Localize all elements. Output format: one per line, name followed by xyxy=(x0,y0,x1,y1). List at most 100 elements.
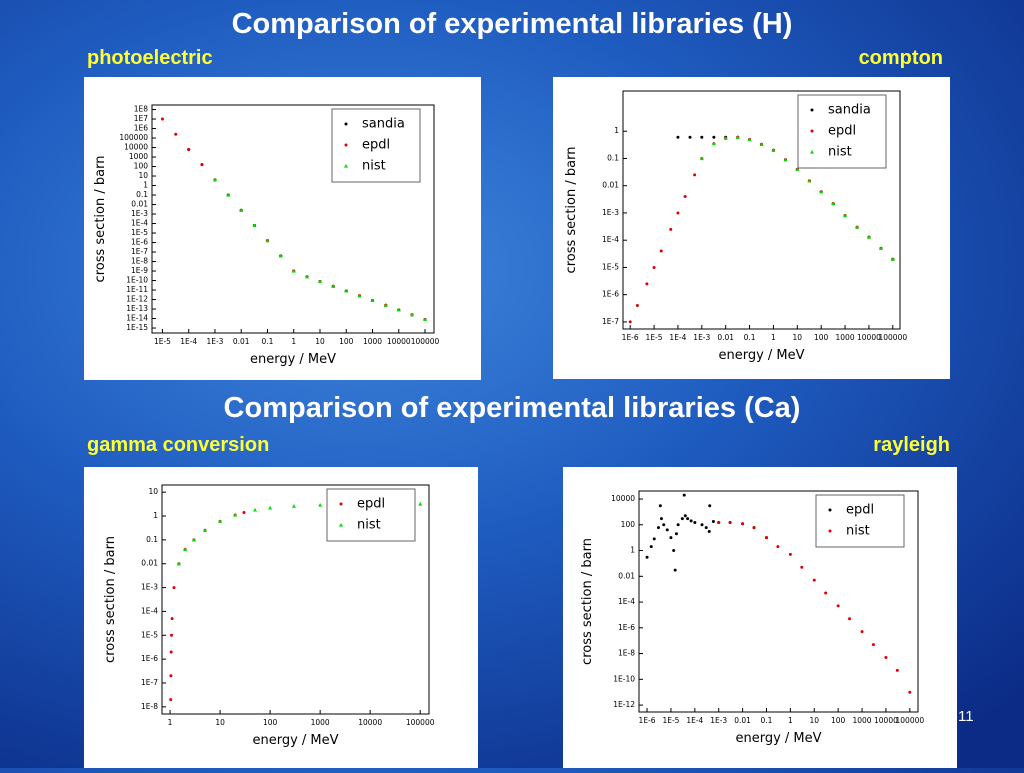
x-tick-label: 1E-6 xyxy=(622,333,639,342)
data-point xyxy=(878,246,883,251)
data-point xyxy=(659,517,663,521)
y-tick-label: 10 xyxy=(138,171,148,180)
x-tick-label: 10 xyxy=(793,333,803,342)
chart-panel: 1E-6 1E-5 1E-4 1E-3 0.01 0.1 1 10 100 1000 10000 10… xyxy=(553,77,950,379)
y-tick-label: 1000 xyxy=(129,152,148,161)
data-point xyxy=(699,156,704,161)
data-point xyxy=(242,511,246,515)
data-point xyxy=(795,167,800,171)
data-point xyxy=(169,674,173,678)
x-tick-label: 10000 xyxy=(857,333,881,342)
data-point xyxy=(662,523,666,527)
data-point xyxy=(717,521,721,525)
data-point xyxy=(172,586,176,590)
data-point xyxy=(676,523,680,527)
y-tick-label: 0.01 xyxy=(602,181,619,190)
x-tick-label: 1E-5 xyxy=(154,337,171,346)
y-tick-label: 0.1 xyxy=(146,535,158,544)
data-point xyxy=(831,201,836,206)
data-point xyxy=(396,307,401,312)
legend-label: epdl xyxy=(362,138,390,153)
data-point xyxy=(860,630,864,634)
x-tick-label: 100000 xyxy=(411,337,440,346)
legend-box xyxy=(326,488,416,542)
data-point xyxy=(693,173,697,177)
legend-marker xyxy=(828,529,832,533)
y-tick-label: 1E-4 xyxy=(131,219,148,228)
y-tick-label: 1E-6 xyxy=(141,654,158,663)
data-point xyxy=(187,147,191,151)
data-point xyxy=(843,213,848,218)
data-point xyxy=(331,284,336,288)
data-point xyxy=(676,135,680,139)
legend-label: epdl xyxy=(846,503,874,518)
y-tick-label: 100000 xyxy=(119,133,148,142)
y-tick-label: 0.01 xyxy=(618,571,635,580)
y-tick-label: 1E-15 xyxy=(126,323,148,332)
data-point xyxy=(203,528,208,532)
data-point xyxy=(747,137,752,142)
data-point xyxy=(735,135,740,139)
x-tick-label: 10000 xyxy=(358,718,382,727)
y-tick-label: 1E-8 xyxy=(618,649,635,658)
legend-label: nist xyxy=(846,524,870,539)
y-tick-label: 1E6 xyxy=(134,124,149,133)
legend-marker xyxy=(344,122,348,126)
data-point xyxy=(895,668,899,672)
legend-box xyxy=(815,494,905,548)
data-point xyxy=(871,643,875,647)
data-point xyxy=(357,293,362,298)
data-point xyxy=(836,604,840,608)
data-point xyxy=(635,304,639,308)
chart-title: rayleigh xyxy=(873,434,950,456)
data-point xyxy=(278,253,283,258)
y-tick-label: 1E-5 xyxy=(141,630,158,639)
x-tick-label: 0.1 xyxy=(744,333,756,342)
x-axis-title: energy / MeV xyxy=(718,348,804,363)
data-point xyxy=(291,269,296,273)
y-tick-label: 1E7 xyxy=(134,114,149,123)
data-point xyxy=(812,578,816,582)
x-tick-label: 1000 xyxy=(363,337,382,346)
y-tick-label: 1E-12 xyxy=(126,295,148,304)
data-point xyxy=(659,249,663,253)
x-tick-label: 10000 xyxy=(387,337,411,346)
data-point xyxy=(711,141,716,146)
x-tick-label: 1E-3 xyxy=(693,333,710,342)
data-point xyxy=(672,549,676,553)
data-point xyxy=(689,519,693,523)
x-tick-label: 10 xyxy=(315,337,325,346)
chart-title: compton xyxy=(858,47,943,69)
data-point xyxy=(783,157,788,162)
plot-frame xyxy=(151,104,435,334)
legend-label: nist xyxy=(828,145,852,160)
x-tick-label: 1E-3 xyxy=(206,337,223,346)
data-point xyxy=(680,517,684,521)
y-tick-label: 1E-13 xyxy=(126,304,148,313)
legend-label: sandia xyxy=(828,103,871,118)
data-point xyxy=(848,617,852,621)
data-point xyxy=(855,225,860,229)
data-point xyxy=(866,235,871,239)
legend-marker xyxy=(339,523,343,527)
data-point xyxy=(700,523,704,527)
legend-label: epdl xyxy=(828,124,856,139)
x-tick-label: 1E-5 xyxy=(662,716,679,725)
y-tick-label: 1 xyxy=(153,511,158,520)
y-axis-title: cross section / barn xyxy=(93,156,108,283)
y-tick-label: 1E-5 xyxy=(131,228,148,237)
x-tick-label: 0.01 xyxy=(734,716,751,725)
x-tick-label: 1E-4 xyxy=(180,337,197,346)
x-tick-label: 100 xyxy=(339,337,354,346)
x-tick-label: 1 xyxy=(788,716,793,725)
y-tick-label: 0.01 xyxy=(131,200,148,209)
legend-label: nist xyxy=(357,518,381,533)
data-point xyxy=(669,227,673,231)
data-point xyxy=(682,493,686,497)
data-point xyxy=(686,517,690,521)
data-point xyxy=(170,617,174,621)
legend-marker xyxy=(810,129,814,133)
x-tick-label: 100 xyxy=(263,718,278,727)
y-tick-label: 1E-6 xyxy=(602,290,619,299)
